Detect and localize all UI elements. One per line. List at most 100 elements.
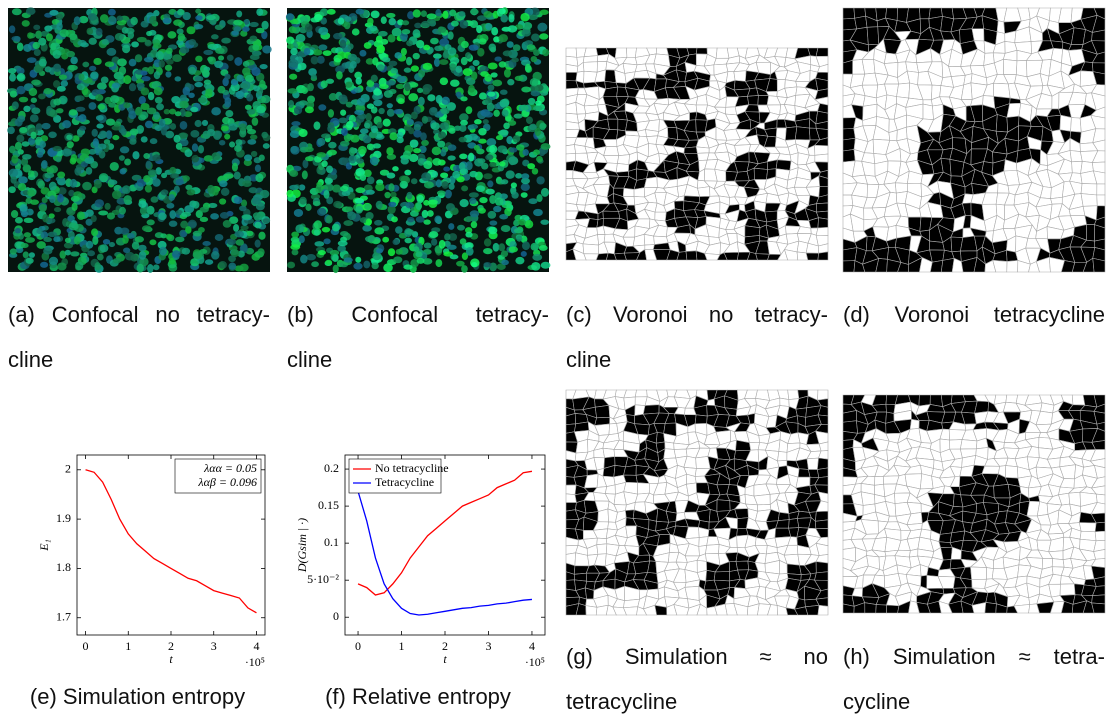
cell: [717, 500, 730, 512]
nucleus: [541, 143, 551, 150]
nucleus: [304, 48, 311, 56]
nucleus: [108, 16, 115, 22]
cell: [584, 48, 598, 57]
nucleus: [145, 40, 152, 47]
nucleus: [292, 249, 299, 255]
nucleus: [344, 21, 351, 29]
nucleus: [10, 90, 17, 97]
nucleus: [321, 160, 327, 167]
nucleus: [375, 183, 384, 191]
nucleus: [518, 219, 526, 225]
nucleus: [87, 250, 95, 256]
nucleus: [40, 141, 46, 148]
nucleus: [255, 173, 263, 182]
nucleus: [135, 107, 142, 116]
nucleus: [242, 26, 250, 32]
nucleus: [376, 248, 383, 253]
nucleus: [344, 16, 351, 22]
nucleus: [91, 215, 97, 222]
nucleus: [10, 248, 17, 254]
cell: [795, 127, 810, 140]
nucleus: [184, 149, 192, 157]
nucleus: [392, 166, 399, 171]
cell: [865, 603, 876, 613]
nucleus: [237, 75, 244, 82]
nucleus: [318, 250, 326, 255]
nucleus: [428, 199, 438, 204]
nucleus: [372, 57, 378, 65]
cell: [985, 602, 996, 613]
nucleus: [302, 87, 308, 94]
nucleus: [439, 240, 446, 249]
nucleus: [522, 241, 530, 250]
nucleus: [314, 121, 321, 130]
nucleus: [294, 106, 302, 114]
nucleus: [539, 10, 548, 15]
nucleus: [14, 119, 22, 127]
nucleus: [135, 236, 144, 242]
nucleus: [236, 239, 244, 246]
nucleus: [377, 122, 383, 129]
cell: [634, 188, 644, 197]
nucleus: [471, 262, 477, 267]
nucleus: [38, 180, 45, 188]
nucleus: [469, 124, 478, 129]
nucleus: [206, 15, 216, 20]
nucleus: [155, 97, 163, 104]
y-tick-label: 1.7: [56, 609, 71, 623]
nucleus: [43, 237, 52, 242]
nucleus: [503, 123, 510, 130]
nucleus: [211, 107, 221, 115]
nucleus: [160, 233, 166, 238]
nucleus: [520, 13, 529, 22]
nucleus: [175, 237, 184, 243]
nucleus: [460, 168, 468, 174]
nucleus: [183, 87, 190, 96]
cell: [616, 163, 629, 172]
nucleus: [383, 119, 391, 127]
cell: [1081, 194, 1097, 207]
nucleus: [340, 186, 348, 192]
nucleus: [180, 95, 187, 102]
nucleus: [516, 236, 522, 242]
nucleus: [223, 220, 232, 228]
nucleus: [356, 77, 362, 85]
nucleus: [198, 145, 204, 154]
nucleus: [290, 146, 299, 155]
nucleus: [8, 68, 16, 74]
nucleus: [178, 33, 185, 41]
nucleus: [84, 157, 94, 164]
nucleus: [448, 223, 454, 230]
nucleus: [533, 149, 540, 155]
nucleus: [397, 76, 407, 83]
nucleus: [363, 135, 372, 143]
nucleus: [459, 137, 467, 143]
nucleus: [102, 39, 109, 45]
nucleus: [486, 189, 495, 195]
nucleus: [31, 107, 40, 114]
nucleus: [320, 8, 328, 16]
nucleus: [21, 211, 28, 217]
nucleus: [483, 262, 491, 267]
nucleus: [69, 109, 78, 115]
caption-line: cline: [8, 337, 270, 382]
nucleus: [166, 59, 174, 65]
nucleus: [12, 8, 22, 15]
nucleus: [327, 9, 336, 15]
nucleus: [69, 222, 79, 230]
nucleus: [124, 159, 131, 166]
nucleus: [404, 170, 411, 176]
nucleus: [70, 157, 77, 164]
caption-a: (a) Confocal no tetracy-cline: [8, 292, 270, 382]
nucleus: [260, 64, 268, 69]
cell: [668, 127, 678, 139]
cell: [807, 458, 819, 470]
nucleus: [413, 148, 421, 153]
cell: [775, 528, 791, 538]
nucleus: [460, 20, 469, 28]
nucleus: [404, 83, 410, 91]
nucleus: [62, 120, 71, 128]
nucleus: [149, 239, 156, 245]
nucleus: [469, 171, 477, 177]
nucleus: [192, 143, 198, 151]
